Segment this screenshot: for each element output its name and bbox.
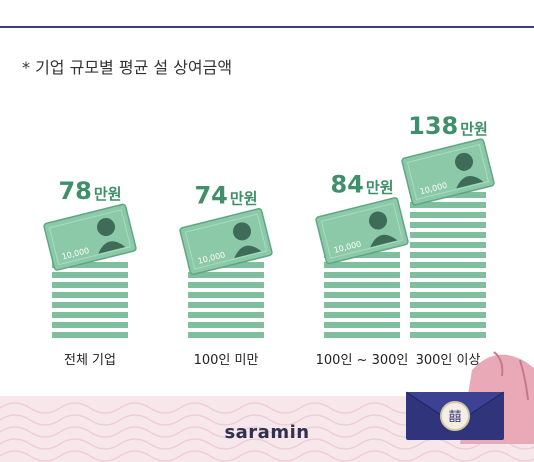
banknote-icon: 10,000 [401, 138, 495, 206]
category-label: 100인 ~ 300인 [316, 353, 409, 368]
value-label: 84 만원 [330, 171, 393, 199]
bar [52, 262, 128, 338]
category-label: 100인 미만 [194, 353, 259, 368]
banknote-icon: 10,000 [315, 197, 409, 265]
svg-text:囍: 囍 [448, 410, 461, 425]
top-border [0, 0, 534, 28]
banknote-icon: 10,000 [43, 203, 137, 271]
value-label: 74 만원 [194, 182, 257, 210]
chart-subtitle: * 기업 규모별 평균 설 상여금액 [22, 58, 233, 77]
saramin-logo: saramin [224, 422, 310, 443]
bar [324, 252, 400, 338]
banknote-icon: 10,000 [179, 208, 273, 276]
bar [410, 192, 486, 338]
category-label: 300인 이상 [416, 353, 481, 368]
value-label: 138 만원 [408, 112, 488, 140]
value-label: 78 만원 [58, 177, 121, 205]
category-label: 전체 기업 [64, 353, 116, 368]
lucky-pouch-icon: 囍 [405, 351, 534, 444]
